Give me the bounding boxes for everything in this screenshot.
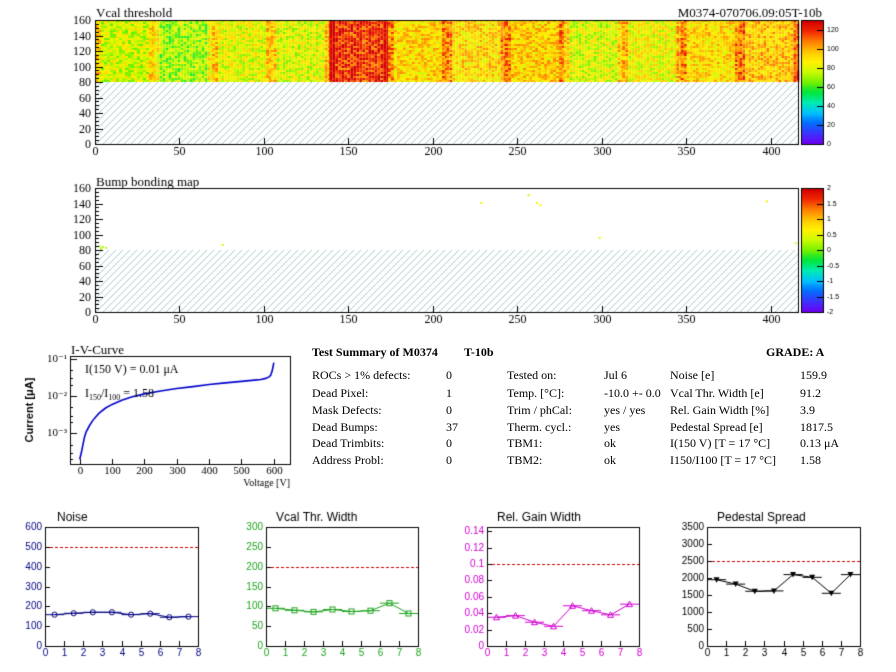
module-summary-canvas [0,0,896,672]
